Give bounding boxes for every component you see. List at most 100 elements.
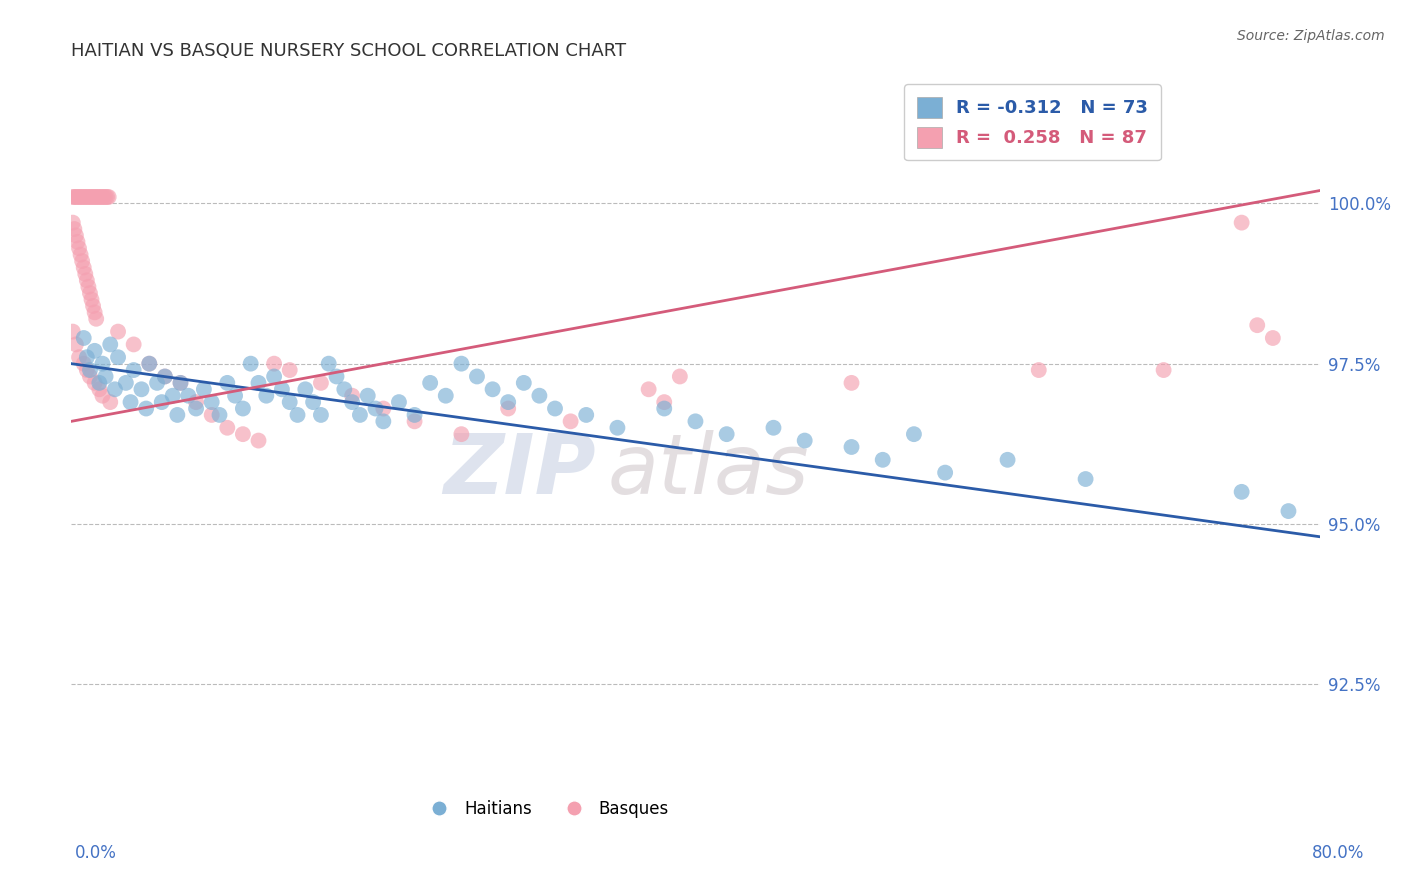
Point bbox=[419, 376, 441, 390]
Point bbox=[404, 414, 426, 428]
Point bbox=[93, 190, 115, 204]
Point bbox=[373, 414, 395, 428]
Point bbox=[66, 190, 89, 204]
Text: Source: ZipAtlas.com: Source: ZipAtlas.com bbox=[1237, 29, 1385, 43]
Text: 0.0%: 0.0% bbox=[75, 844, 117, 862]
Point bbox=[120, 395, 142, 409]
Point bbox=[652, 395, 675, 409]
Point bbox=[76, 350, 98, 364]
Point bbox=[872, 452, 894, 467]
Point bbox=[1028, 363, 1050, 377]
Point bbox=[1230, 484, 1253, 499]
Point bbox=[349, 408, 371, 422]
Point bbox=[934, 466, 956, 480]
Point bbox=[333, 382, 356, 396]
Point bbox=[65, 190, 87, 204]
Point bbox=[997, 452, 1019, 467]
Point bbox=[481, 382, 503, 396]
Point bbox=[69, 248, 91, 262]
Point bbox=[450, 357, 472, 371]
Point bbox=[1261, 331, 1284, 345]
Point bbox=[73, 357, 96, 371]
Point bbox=[77, 279, 100, 293]
Point bbox=[177, 389, 200, 403]
Point bbox=[287, 408, 309, 422]
Point bbox=[89, 382, 111, 396]
Point bbox=[62, 190, 84, 204]
Point bbox=[309, 376, 332, 390]
Point bbox=[73, 331, 96, 345]
Point bbox=[122, 363, 145, 377]
Point bbox=[208, 408, 231, 422]
Point bbox=[122, 337, 145, 351]
Point bbox=[434, 389, 457, 403]
Point bbox=[373, 401, 395, 416]
Point bbox=[239, 357, 262, 371]
Point bbox=[340, 389, 363, 403]
Point bbox=[75, 267, 97, 281]
Point bbox=[278, 395, 301, 409]
Point bbox=[83, 343, 105, 358]
Text: atlas: atlas bbox=[607, 430, 810, 510]
Point bbox=[1277, 504, 1299, 518]
Point bbox=[65, 228, 87, 243]
Point bbox=[247, 376, 270, 390]
Point bbox=[325, 369, 347, 384]
Point bbox=[1230, 216, 1253, 230]
Point bbox=[606, 421, 628, 435]
Point bbox=[263, 369, 285, 384]
Point bbox=[153, 369, 176, 384]
Point bbox=[150, 395, 173, 409]
Point bbox=[98, 395, 121, 409]
Point bbox=[135, 401, 157, 416]
Point bbox=[75, 190, 97, 204]
Point bbox=[793, 434, 815, 448]
Point bbox=[364, 401, 387, 416]
Point bbox=[63, 190, 86, 204]
Point bbox=[107, 325, 129, 339]
Point bbox=[513, 376, 536, 390]
Point bbox=[65, 337, 87, 351]
Point bbox=[232, 427, 254, 442]
Point bbox=[80, 190, 103, 204]
Point bbox=[76, 273, 98, 287]
Point bbox=[388, 395, 411, 409]
Point bbox=[82, 299, 104, 313]
Point bbox=[89, 190, 111, 204]
Point bbox=[716, 427, 738, 442]
Point bbox=[73, 260, 96, 275]
Point bbox=[131, 382, 153, 396]
Text: ZIP: ZIP bbox=[443, 430, 596, 510]
Point bbox=[84, 190, 107, 204]
Point bbox=[98, 337, 121, 351]
Point bbox=[263, 357, 285, 371]
Point bbox=[217, 421, 239, 435]
Point bbox=[302, 395, 325, 409]
Point bbox=[62, 325, 84, 339]
Point bbox=[357, 389, 380, 403]
Point bbox=[77, 190, 100, 204]
Point bbox=[67, 350, 90, 364]
Point bbox=[496, 401, 519, 416]
Point bbox=[184, 401, 207, 416]
Point bbox=[232, 401, 254, 416]
Point bbox=[685, 414, 707, 428]
Point bbox=[271, 382, 294, 396]
Point bbox=[104, 382, 127, 396]
Point bbox=[76, 363, 98, 377]
Point bbox=[278, 363, 301, 377]
Point bbox=[80, 293, 103, 307]
Point bbox=[841, 376, 863, 390]
Point bbox=[404, 408, 426, 422]
Point bbox=[83, 305, 105, 319]
Point bbox=[97, 190, 120, 204]
Point bbox=[247, 434, 270, 448]
Point bbox=[87, 190, 110, 204]
Point bbox=[903, 427, 925, 442]
Point bbox=[544, 401, 567, 416]
Point bbox=[637, 382, 659, 396]
Point bbox=[496, 395, 519, 409]
Point bbox=[70, 190, 93, 204]
Point bbox=[1074, 472, 1097, 486]
Point bbox=[73, 190, 96, 204]
